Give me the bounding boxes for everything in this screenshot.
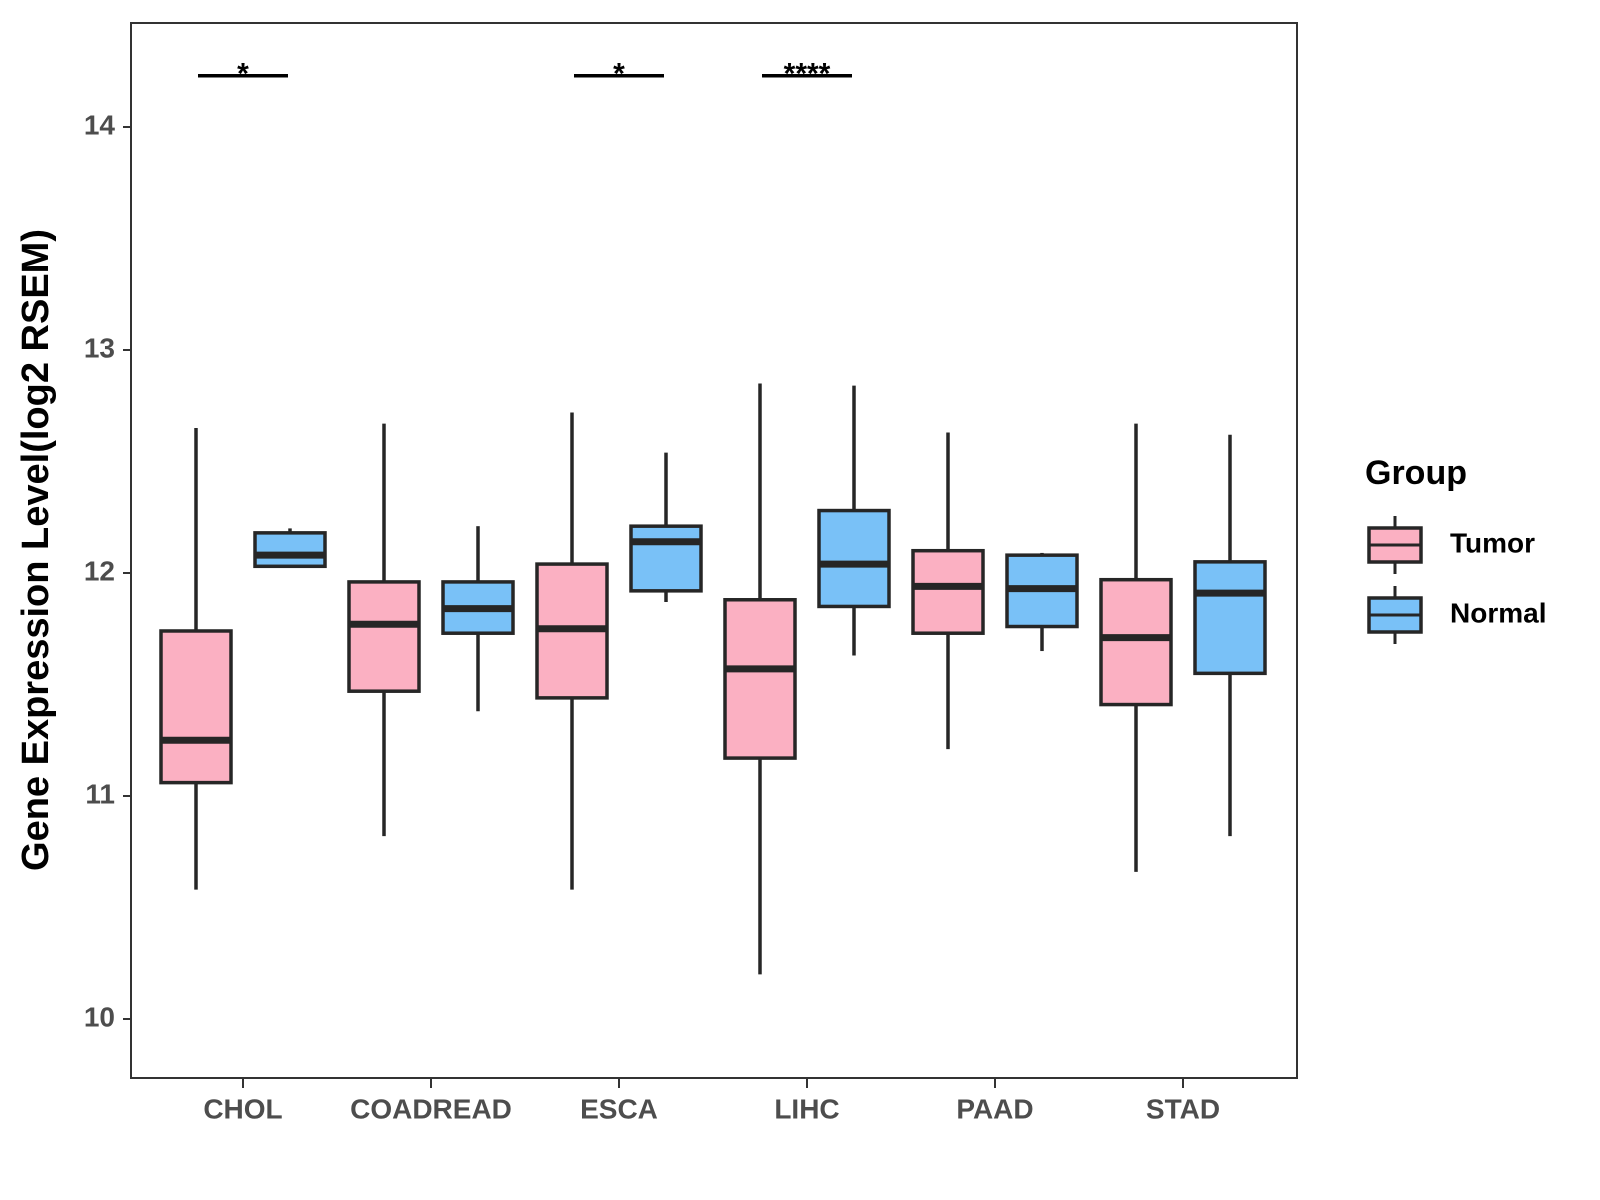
y-axis: 10 11 12 13 14 [84,109,131,1032]
box-tumor-stad [1099,423,1173,872]
x-tick-label-coadread: COADREAD [350,1093,512,1124]
box-tumor-coadread [347,423,421,837]
box-tumor-paad [911,432,985,750]
legend-title: Group [1365,454,1467,492]
y-tick-label: 11 [85,778,115,809]
sig-label-esca: * [613,58,625,91]
y-tick-label: 10 [84,1001,115,1032]
box-normal-esca [629,452,703,602]
box-normal-paad [1005,552,1079,652]
y-tick-label: 13 [84,332,115,363]
y-axis-label: Gene Expression Level(log2 RSEM) [15,229,57,871]
box-iqr [159,629,233,785]
box-normal-stad [1193,434,1267,837]
box-iqr [817,508,891,609]
legend-item-normal: Normal [1367,586,1546,644]
box-normal-coadread [441,526,515,712]
box-iqr [253,531,327,569]
box-tumor-esca [535,412,609,890]
y-tick-label: 12 [84,555,115,586]
y-tick-label: 14 [84,109,116,140]
x-tick-label-paad: PAAD [956,1093,1033,1124]
box-iqr [911,548,985,635]
x-axis: CHOL COADREAD ESCA LIHC PAAD STAD [203,1078,1220,1124]
x-tick-label-lihc: LIHC [774,1093,839,1124]
box-iqr [1193,560,1267,676]
box-tumor-lihc [723,383,797,975]
box-normal-chol [253,528,327,569]
legend-label-normal: Normal [1450,597,1546,628]
significance-annotations: * * **** [198,58,852,91]
box-series [159,383,1267,975]
box-iqr [629,524,703,593]
x-tick-label-chol: CHOL [203,1093,282,1124]
sig-label-chol: * [237,58,249,91]
x-tick-label-stad: STAD [1146,1093,1220,1124]
legend-label-tumor: Tumor [1450,527,1535,558]
box-iqr [347,580,421,693]
box-normal-lihc [817,385,891,656]
sig-label-lihc: **** [784,58,831,91]
box-iqr [1099,577,1173,707]
legend: Group Tumor Normal [1365,454,1546,644]
legend-item-tumor: Tumor [1367,516,1535,574]
x-tick-label-esca: ESCA [580,1093,658,1124]
box-iqr [723,598,797,760]
box-tumor-chol [159,428,233,890]
